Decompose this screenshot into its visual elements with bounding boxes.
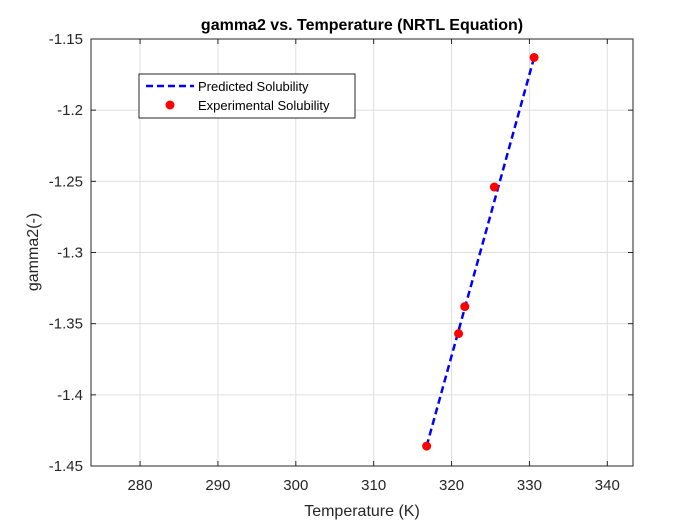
y-tick-label: -1.35 — [49, 316, 83, 333]
x-tick-labels: 280 290 300 310 320 330 340 — [128, 477, 620, 494]
legend-experimental-label: Experimental Solubility — [198, 98, 330, 113]
legend: Predicted Solubility Experimental Solubi… — [138, 73, 356, 119]
x-tick-label: 290 — [205, 477, 230, 494]
y-tick-label: -1.3 — [57, 245, 83, 262]
y-axis-label: gamma2(-) — [25, 213, 42, 291]
series-layer — [422, 53, 539, 451]
x-tick-label: 340 — [595, 477, 620, 494]
legend-experimental-marker — [165, 100, 175, 110]
experimental-point — [422, 441, 432, 451]
y-tick-label: -1.15 — [49, 31, 83, 48]
x-tick-label: 310 — [361, 477, 386, 494]
x-tick-label: 300 — [283, 477, 308, 494]
experimental-point — [460, 302, 470, 312]
y-tick-label: -1.45 — [49, 458, 83, 475]
x-tick-label: 280 — [128, 477, 153, 494]
experimental-point — [529, 53, 539, 63]
y-tick-label: -1.2 — [57, 102, 83, 119]
y-tick-label: -1.4 — [57, 387, 83, 404]
legend-predicted-label: Predicted Solubility — [198, 79, 309, 94]
x-tick-label: 330 — [517, 477, 542, 494]
experimental-point — [454, 329, 464, 339]
y-tick-label: -1.25 — [49, 173, 83, 190]
predicted-solubility-line — [425, 57, 536, 447]
x-axis-label: Temperature (K) — [304, 503, 420, 520]
legend-box — [138, 73, 356, 119]
chart-title: gamma2 vs. Temperature (NRTL Equation) — [201, 17, 523, 34]
y-tick-labels: -1.15 -1.2 -1.25 -1.3 -1.35 -1.4 -1.45 — [49, 31, 83, 475]
ticks — [91, 38, 633, 467]
x-tick-label: 320 — [439, 477, 464, 494]
experimental-point — [489, 182, 499, 192]
